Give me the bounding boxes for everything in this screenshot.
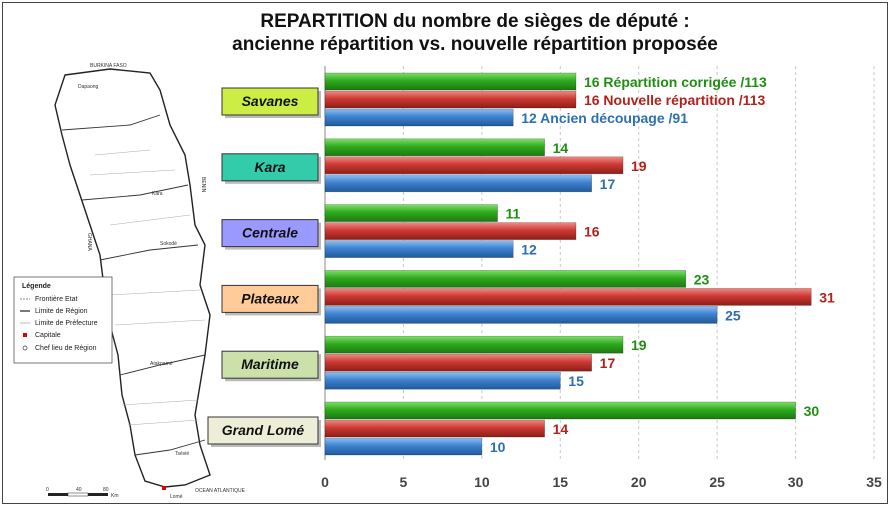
- bar: [324, 437, 483, 456]
- category-box: [221, 153, 319, 182]
- town-label: Kara: [152, 191, 163, 197]
- data-label: 23: [694, 271, 710, 287]
- category-label: Maritime: [241, 356, 299, 372]
- data-label: 30: [804, 403, 820, 419]
- x-tick-label: 10: [474, 474, 490, 490]
- category-box: [207, 416, 319, 445]
- category-box: [221, 87, 319, 116]
- bar: [324, 288, 812, 306]
- bar: [324, 138, 545, 157]
- bar: [324, 90, 577, 109]
- svg-text:GHANA: GHANA: [86, 233, 92, 251]
- svg-text:80: 80: [103, 487, 109, 493]
- data-label: 19: [631, 337, 647, 353]
- capital-legend-icon: [23, 333, 27, 337]
- bar: [324, 270, 687, 288]
- data-label: 31: [819, 289, 835, 305]
- map-legend: Légende Frontière Etat Limite de Région …: [13, 276, 113, 364]
- capital-marker-icon: [162, 486, 166, 490]
- map-scale-bar: 0 40 80 Km: [46, 487, 119, 499]
- category-label: Centrale: [242, 225, 298, 241]
- category-label: Grand Lomé: [222, 422, 305, 438]
- bar: [324, 72, 577, 91]
- legend-item: Capitale: [35, 332, 61, 339]
- svg-text:0: 0: [46, 487, 49, 493]
- data-label: 15: [568, 373, 584, 389]
- map-ghana-label: GHANA: [86, 233, 92, 251]
- data-label: 12: [521, 242, 537, 258]
- bar: [324, 156, 624, 175]
- svg-text:Km: Km: [111, 493, 119, 499]
- bar: [324, 306, 718, 324]
- data-label: 16 Nouvelle répartition /113: [584, 92, 766, 108]
- map-benin-label: BENIN: [200, 177, 206, 193]
- legend-item: Limite de Préfecture: [35, 320, 98, 327]
- category-box: [221, 284, 319, 313]
- town-label: Dapaong: [78, 84, 99, 90]
- map-towns: Dapaong Kara Sokodé Atakpamé Tsévié: [78, 84, 189, 457]
- category-box: [221, 219, 319, 248]
- legend-item: Limite de Région: [35, 308, 88, 315]
- chart-title: REPARTITION du nombre de sièges de déput…: [150, 10, 800, 56]
- data-label: 16: [584, 224, 600, 240]
- data-label: 10: [490, 439, 506, 455]
- category-label: Kara: [254, 159, 285, 175]
- x-tick-label: 25: [709, 474, 725, 490]
- data-label: 12 Ancien découpage /91: [521, 110, 688, 126]
- category-label: Plateaux: [241, 290, 300, 306]
- x-tick-label: 20: [631, 474, 647, 490]
- bar: [324, 222, 577, 240]
- data-label: 17: [600, 176, 616, 192]
- x-tick-label: 30: [788, 474, 804, 490]
- bar: [324, 108, 514, 127]
- x-tick-label: 35: [866, 474, 882, 490]
- town-label: Tsévié: [175, 451, 189, 457]
- data-label: 14: [553, 140, 569, 156]
- town-label: Sokodé: [160, 241, 177, 247]
- map-label-ocean: OCEAN ATLANTIQUE: [195, 488, 246, 494]
- data-label: 25: [725, 307, 741, 323]
- category-box: [221, 350, 319, 379]
- legend-item: Frontière Etat: [35, 296, 77, 303]
- title-line-2: ancienne répartition vs. nouvelle répart…: [232, 34, 718, 55]
- svg-text:40: 40: [76, 487, 82, 493]
- legend-item: Chef lieu de Région: [35, 345, 97, 352]
- map-label-burkina: BURKINA FASO: [90, 63, 127, 69]
- bar: [324, 371, 561, 390]
- data-label: 14: [553, 421, 569, 437]
- svg-text:BENIN: BENIN: [200, 177, 206, 193]
- togo-map: BURKINA FASO Dapaong Kara Sokodé Atakpam…: [10, 55, 260, 500]
- bar: [324, 419, 545, 438]
- x-tick-label: 5: [400, 474, 408, 490]
- x-tick-label: 0: [321, 474, 329, 490]
- legend-title: Légende: [22, 283, 51, 290]
- category-label: Savanes: [242, 93, 299, 109]
- bar: [324, 353, 592, 372]
- data-label: 19: [631, 158, 647, 174]
- region-capital-legend-icon: [22, 345, 28, 351]
- bar: [324, 240, 514, 258]
- data-label: 17: [600, 355, 616, 371]
- x-tick-label: 15: [552, 474, 568, 490]
- bar: [324, 401, 796, 420]
- bar: [324, 204, 498, 222]
- bar: [324, 335, 624, 354]
- town-label: Atakpamé: [150, 361, 173, 367]
- bar: [324, 174, 592, 193]
- data-label: 16 Répartition corrigée /113: [584, 74, 767, 90]
- map-label-capital: Lomé: [170, 494, 183, 500]
- data-label: 11: [506, 206, 521, 222]
- title-line-1: REPARTITION du nombre de sièges de déput…: [260, 11, 690, 32]
- togo-outline: [54, 68, 211, 488]
